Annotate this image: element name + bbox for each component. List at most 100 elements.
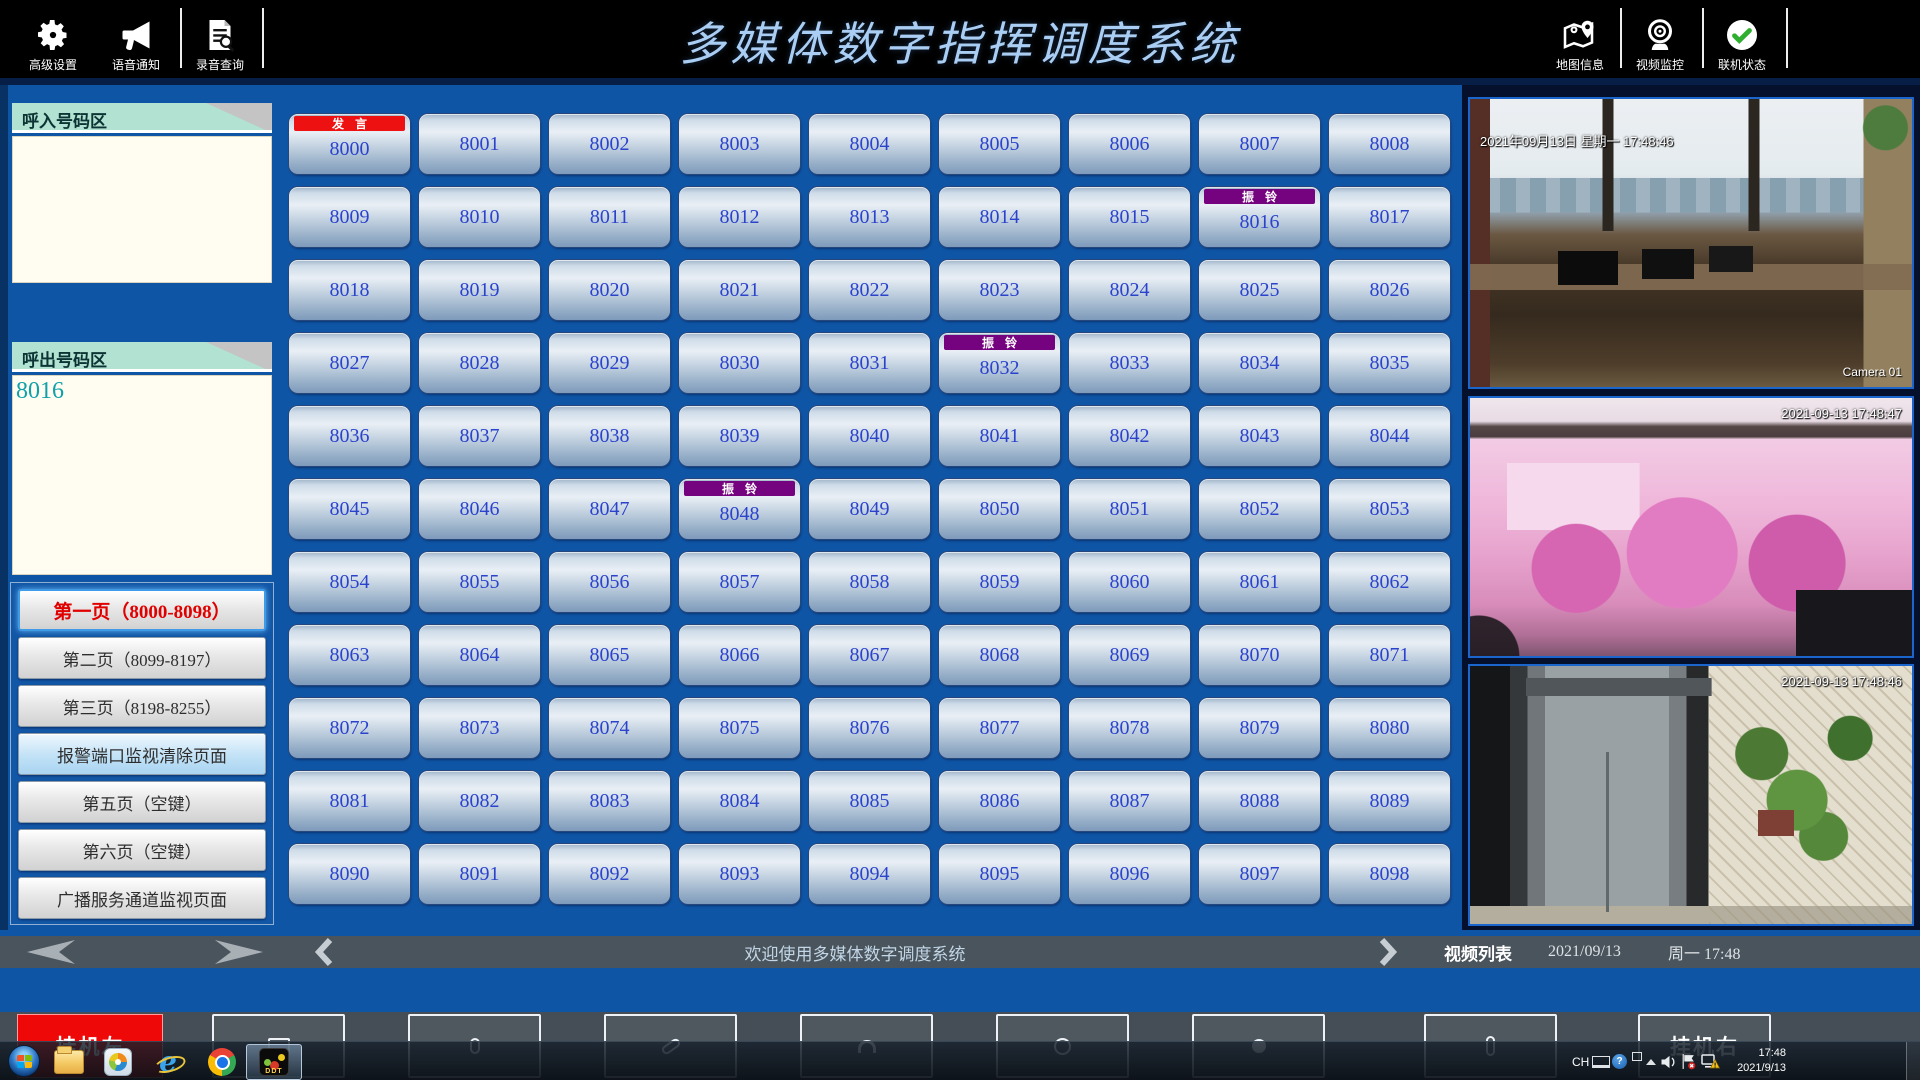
extension-button-8004[interactable]: 8004 — [809, 114, 930, 174]
extension-button-8072[interactable]: 8072 — [289, 698, 410, 758]
extension-button-8041[interactable]: 8041 — [939, 406, 1060, 466]
recording-query-button[interactable]: 录音查询 — [182, 7, 258, 73]
chrome-icon[interactable] — [208, 1048, 236, 1076]
ime-indicator[interactable]: CH — [1572, 1055, 1590, 1069]
extension-button-8029[interactable]: 8029 — [549, 333, 670, 393]
extension-button-8047[interactable]: 8047 — [549, 479, 670, 539]
extension-button-8011[interactable]: 8011 — [549, 187, 670, 247]
extension-button-8016[interactable]: 振 铃 8016 — [1199, 187, 1320, 247]
chevron-left-icon[interactable] — [314, 936, 334, 968]
extension-button-8005[interactable]: 8005 — [939, 114, 1060, 174]
extension-button-8059[interactable]: 8059 — [939, 552, 1060, 612]
media-player-icon[interactable] — [104, 1048, 132, 1076]
extension-button-8066[interactable]: 8066 — [679, 625, 800, 685]
extension-button-8098[interactable]: 8098 — [1329, 844, 1450, 904]
extension-button-8056[interactable]: 8056 — [549, 552, 670, 612]
extension-button-8028[interactable]: 8028 — [419, 333, 540, 393]
chevron-right-icon[interactable] — [1378, 936, 1398, 968]
extension-button-8009[interactable]: 8009 — [289, 187, 410, 247]
extension-button-8013[interactable]: 8013 — [809, 187, 930, 247]
extension-button-8070[interactable]: 8070 — [1199, 625, 1320, 685]
page-button-2[interactable]: 第二页（8099-8197） — [18, 637, 266, 679]
ddt-app-taskbar-button[interactable]: DDT — [246, 1044, 302, 1080]
extension-button-8075[interactable]: 8075 — [679, 698, 800, 758]
incoming-number-box[interactable] — [12, 136, 272, 283]
extension-button-8096[interactable]: 8096 — [1069, 844, 1190, 904]
extension-button-8012[interactable]: 8012 — [679, 187, 800, 247]
extension-button-8097[interactable]: 8097 — [1199, 844, 1320, 904]
extension-button-8054[interactable]: 8054 — [289, 552, 410, 612]
extension-button-8051[interactable]: 8051 — [1069, 479, 1190, 539]
extension-button-8020[interactable]: 8020 — [549, 260, 670, 320]
extension-button-8065[interactable]: 8065 — [549, 625, 670, 685]
extension-button-8091[interactable]: 8091 — [419, 844, 540, 904]
extension-button-8062[interactable]: 8062 — [1329, 552, 1450, 612]
extension-button-8018[interactable]: 8018 — [289, 260, 410, 320]
extension-button-8048[interactable]: 振 铃 8048 — [679, 479, 800, 539]
extension-button-8093[interactable]: 8093 — [679, 844, 800, 904]
extension-button-8045[interactable]: 8045 — [289, 479, 410, 539]
extension-button-8014[interactable]: 8014 — [939, 187, 1060, 247]
internet-explorer-icon[interactable]: e — [152, 1046, 184, 1078]
extension-button-8015[interactable]: 8015 — [1069, 187, 1190, 247]
speaker-icon[interactable] — [1660, 1054, 1677, 1075]
extension-button-8077[interactable]: 8077 — [939, 698, 1060, 758]
extension-button-8090[interactable]: 8090 — [289, 844, 410, 904]
extension-button-8043[interactable]: 8043 — [1199, 406, 1320, 466]
window-icon[interactable] — [1632, 1052, 1642, 1061]
extension-button-8034[interactable]: 8034 — [1199, 333, 1320, 393]
extension-button-8078[interactable]: 8078 — [1069, 698, 1190, 758]
extension-button-8025[interactable]: 8025 — [1199, 260, 1320, 320]
extension-button-8001[interactable]: 8001 — [419, 114, 540, 174]
network-warning-icon[interactable] — [1701, 1053, 1721, 1075]
voice-notify-button[interactable]: 语音通知 — [98, 7, 174, 73]
extension-button-8024[interactable]: 8024 — [1069, 260, 1190, 320]
extension-button-8033[interactable]: 8033 — [1069, 333, 1190, 393]
extension-button-8042[interactable]: 8042 — [1069, 406, 1190, 466]
page-button-alarm-clear[interactable]: 报警端口监视清除页面 — [18, 733, 266, 775]
extension-button-8017[interactable]: 8017 — [1329, 187, 1450, 247]
extension-button-8069[interactable]: 8069 — [1069, 625, 1190, 685]
extension-button-8023[interactable]: 8023 — [939, 260, 1060, 320]
extension-button-8027[interactable]: 8027 — [289, 333, 410, 393]
extension-button-8035[interactable]: 8035 — [1329, 333, 1450, 393]
page-button-5[interactable]: 第五页（空键） — [18, 781, 266, 823]
extension-button-8036[interactable]: 8036 — [289, 406, 410, 466]
video-feed-1[interactable]: 2021年09月13日 星期一 17:48:46 Camera 01 — [1468, 97, 1914, 389]
extension-button-8073[interactable]: 8073 — [419, 698, 540, 758]
hidden-icons-arrow[interactable] — [1646, 1059, 1656, 1065]
map-info-button[interactable]: 地图信息 — [1542, 7, 1618, 73]
extension-button-8088[interactable]: 8088 — [1199, 771, 1320, 831]
extension-button-8044[interactable]: 8044 — [1329, 406, 1450, 466]
extension-button-8038[interactable]: 8038 — [549, 406, 670, 466]
extension-button-8085[interactable]: 8085 — [809, 771, 930, 831]
advanced-settings-button[interactable]: 高级设置 — [15, 7, 91, 73]
windows-start-button[interactable] — [8, 1045, 40, 1077]
page-button-3[interactable]: 第三页（8198-8255） — [18, 685, 266, 727]
extension-button-8074[interactable]: 8074 — [549, 698, 670, 758]
extension-button-8053[interactable]: 8053 — [1329, 479, 1450, 539]
page-next-button[interactable] — [213, 936, 263, 968]
file-explorer-icon[interactable] — [54, 1046, 84, 1074]
extension-button-8071[interactable]: 8071 — [1329, 625, 1450, 685]
extension-button-8081[interactable]: 8081 — [289, 771, 410, 831]
video-monitor-button[interactable]: 视频监控 — [1622, 7, 1698, 73]
extension-button-8021[interactable]: 8021 — [679, 260, 800, 320]
extension-button-8049[interactable]: 8049 — [809, 479, 930, 539]
extension-button-8064[interactable]: 8064 — [419, 625, 540, 685]
keyboard-icon[interactable] — [1592, 1056, 1610, 1068]
extension-button-8006[interactable]: 8006 — [1069, 114, 1190, 174]
extension-button-8068[interactable]: 8068 — [939, 625, 1060, 685]
extension-button-8019[interactable]: 8019 — [419, 260, 540, 320]
extension-button-8076[interactable]: 8076 — [809, 698, 930, 758]
extension-button-8022[interactable]: 8022 — [809, 260, 930, 320]
extension-button-8082[interactable]: 8082 — [419, 771, 540, 831]
extension-button-8080[interactable]: 8080 — [1329, 698, 1450, 758]
extension-button-8092[interactable]: 8092 — [549, 844, 670, 904]
extension-button-8089[interactable]: 8089 — [1329, 771, 1450, 831]
action-center-flag-icon[interactable] — [1680, 1053, 1696, 1075]
extension-button-8032[interactable]: 振 铃 8032 — [939, 333, 1060, 393]
extension-button-8083[interactable]: 8083 — [549, 771, 670, 831]
extension-button-8039[interactable]: 8039 — [679, 406, 800, 466]
extension-button-8037[interactable]: 8037 — [419, 406, 540, 466]
